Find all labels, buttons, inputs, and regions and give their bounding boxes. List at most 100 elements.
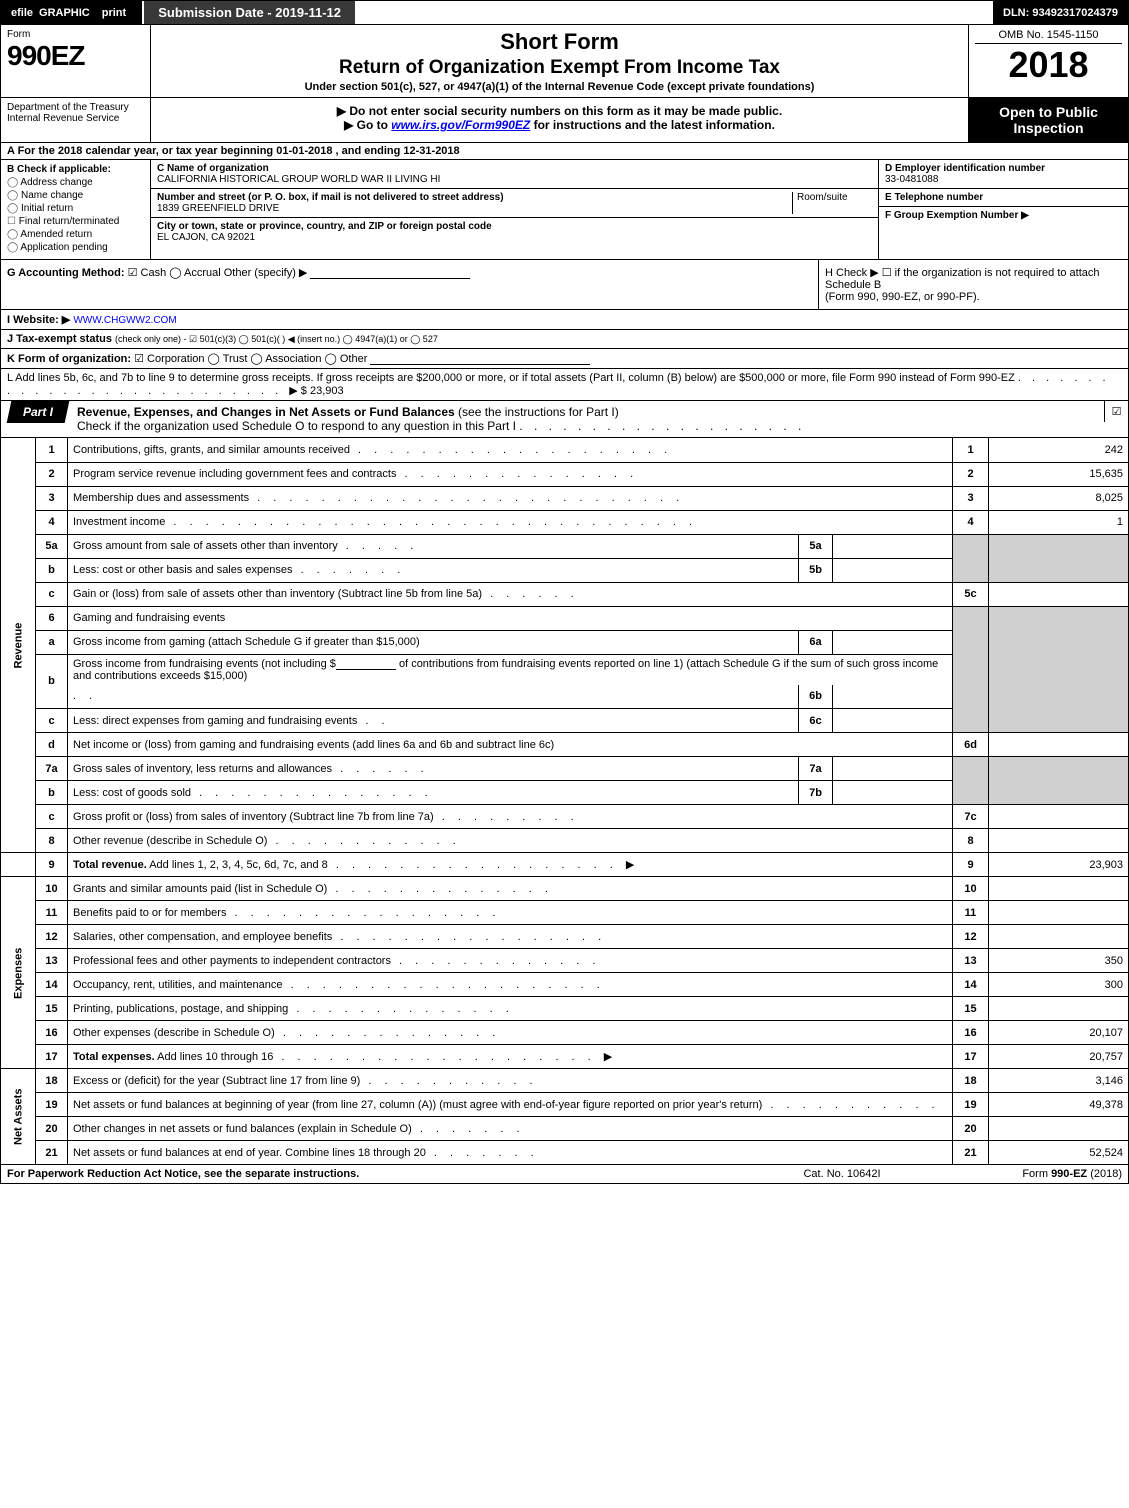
line19-amt: 49,378 [989, 1093, 1129, 1117]
city-row: City or town, state or province, country… [151, 218, 878, 246]
line5b-desc: Less: cost or other basis and sales expe… [68, 558, 799, 582]
irs-link[interactable]: www.irs.gov/Form990EZ [391, 118, 530, 132]
line5c-ref: 5c [953, 582, 989, 606]
footer-right: Form 990-EZ (2018) [942, 1168, 1122, 1180]
dept-line1: Department of the Treasury [7, 102, 144, 113]
footer-mid: Cat. No. 10642I [742, 1168, 942, 1180]
line13-ref: 13 [953, 949, 989, 973]
city-label: City or town, state or province, country… [157, 221, 872, 232]
chk-address-change[interactable]: Address change [7, 177, 144, 188]
form-title-cell: Short Form Return of Organization Exempt… [151, 25, 968, 97]
line11-desc: Benefits paid to or for members . . . . … [68, 901, 953, 925]
line2-amt: 15,635 [989, 462, 1129, 486]
line7a-subval [833, 757, 953, 781]
line9-amt: 23,903 [989, 853, 1129, 877]
k-other-blank[interactable] [370, 364, 590, 365]
website-link[interactable]: WWW.CHGWW2.COM [73, 315, 176, 326]
line6b-desc-cont: . . [68, 685, 799, 709]
line18-no: 18 [36, 1069, 68, 1093]
line21-desc: Net assets or fund balances at end of ye… [68, 1141, 953, 1165]
box-i: I Website: ▶ WWW.CHGWW2.COM [0, 310, 1129, 330]
efile-label: efile [11, 7, 33, 19]
tax-year: 2018 [975, 44, 1122, 86]
short-form-title: Short Form [161, 29, 958, 55]
box-d: D Employer identification number 33-0481… [879, 160, 1128, 189]
financial-table: Revenue 1 Contributions, gifts, grants, … [0, 438, 1129, 1165]
form-number: 990EZ [7, 40, 144, 72]
gh-row: G Accounting Method: ☑ Cash ◯ Accrual Ot… [0, 260, 1129, 310]
omb-number: OMB No. 1545-1150 [975, 29, 1122, 44]
box-b-header: B Check if applicable: [7, 164, 144, 175]
line6b-desc1: Gross income from fundraising events (no… [68, 654, 953, 685]
h-line1: H Check ▶ ☐ if the organization is not r… [825, 266, 1122, 291]
department-cell: Department of the Treasury Internal Reve… [1, 98, 151, 142]
chk-final-return[interactable]: Final return/terminated [7, 216, 144, 227]
line21-amt: 52,524 [989, 1141, 1129, 1165]
line2-desc: Program service revenue including govern… [68, 462, 953, 486]
chk-amended[interactable]: Amended return [7, 229, 144, 240]
form-header: Form 990EZ Short Form Return of Organiza… [0, 25, 1129, 98]
line18-amt: 3,146 [989, 1069, 1129, 1093]
line3-desc: Membership dues and assessments . . . . … [68, 486, 953, 510]
street-label: Number and street (or P. O. box, if mail… [157, 192, 792, 203]
line1-no: 1 [36, 438, 68, 462]
line15-amt [989, 997, 1129, 1021]
l-text: L Add lines 5b, 6c, and 7b to line 9 to … [7, 372, 1015, 384]
box-k: K Form of organization: ☑ Corporation ◯ … [0, 349, 1129, 369]
line18-desc: Excess or (deficit) for the year (Subtra… [68, 1069, 953, 1093]
line3-ref: 3 [953, 486, 989, 510]
line6c-desc: Less: direct expenses from gaming and fu… [68, 709, 799, 733]
line6c-subval [833, 709, 953, 733]
line16-amt: 20,107 [989, 1021, 1129, 1045]
dln: DLN: 93492317024379 [993, 1, 1128, 24]
line6d-desc: Net income or (loss) from gaming and fun… [68, 733, 953, 757]
line5a-desc: Gross amount from sale of assets other t… [68, 534, 799, 558]
line19-desc: Net assets or fund balances at beginning… [68, 1093, 953, 1117]
line21-no: 21 [36, 1141, 68, 1165]
box-def: D Employer identification number 33-0481… [878, 160, 1128, 259]
line6b-no: b [36, 654, 68, 709]
org-name-row: C Name of organization CALIFORNIA HISTOR… [151, 160, 878, 189]
revenue-spacer [1, 853, 36, 877]
box-c: C Name of organization CALIFORNIA HISTOR… [151, 160, 878, 259]
line5b-no: b [36, 558, 68, 582]
line8-desc: Other revenue (describe in Schedule O) .… [68, 829, 953, 853]
box-j: J Tax-exempt status (check only one) - ☑… [0, 330, 1129, 349]
part1-checkbox[interactable]: ☑ [1104, 401, 1128, 422]
print-link[interactable]: print [96, 7, 132, 19]
line6b-blank[interactable] [336, 669, 396, 670]
box-h: H Check ▶ ☐ if the organization is not r… [818, 260, 1128, 309]
line15-desc: Printing, publications, postage, and shi… [68, 997, 953, 1021]
line9-desc: Total revenue. Add lines 1, 2, 3, 4, 5c,… [68, 853, 953, 877]
form-label: Form [7, 29, 144, 40]
line5a-subval [833, 534, 953, 558]
org-form-label: K Form of organization: [7, 353, 131, 365]
netassets-section-label: Net Assets [1, 1069, 36, 1165]
g-other-blank[interactable] [310, 278, 470, 279]
graphic-link[interactable]: GRAPHIC [33, 7, 96, 19]
room-suite: Room/suite [792, 192, 872, 214]
note-ssn: ▶ Do not enter social security numbers o… [161, 104, 958, 118]
box-b: B Check if applicable: Address change Na… [1, 160, 151, 259]
period-begin: 01-01-2018 [276, 145, 332, 157]
line9-no: 9 [36, 853, 68, 877]
line10-ref: 10 [953, 877, 989, 901]
line21-ref: 21 [953, 1141, 989, 1165]
line5c-no: c [36, 582, 68, 606]
line7b-desc: Less: cost of goods sold . . . . . . . .… [68, 781, 799, 805]
note-link-line: ▶ Go to www.irs.gov/Form990EZ for instru… [161, 118, 958, 132]
ein-value: 33-0481088 [885, 174, 1122, 185]
line1-ref: 1 [953, 438, 989, 462]
line7b-no: b [36, 781, 68, 805]
line15-no: 15 [36, 997, 68, 1021]
org-name-label: C Name of organization [157, 163, 872, 174]
line6b-subval [833, 685, 953, 709]
chk-name-change[interactable]: Name change [7, 190, 144, 201]
chk-pending[interactable]: Application pending [7, 242, 144, 253]
chk-initial-return[interactable]: Initial return [7, 203, 144, 214]
line6d-ref: 6d [953, 733, 989, 757]
line5b-sub: 5b [799, 558, 833, 582]
line20-amt [989, 1117, 1129, 1141]
line14-no: 14 [36, 973, 68, 997]
line12-no: 12 [36, 925, 68, 949]
